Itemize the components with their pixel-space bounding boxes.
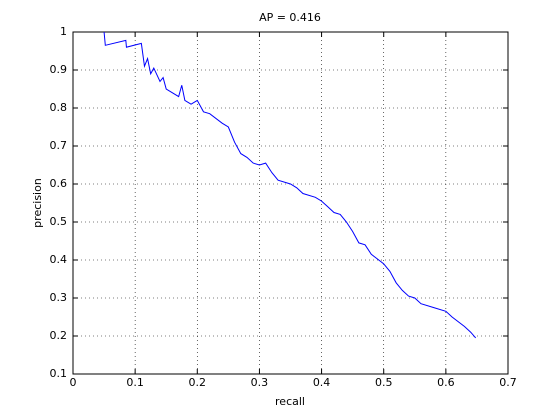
y-tick-label: 0.1 <box>50 367 68 380</box>
x-tick-label: 0.7 <box>499 376 517 389</box>
y-tick-label: 0.6 <box>50 177 68 190</box>
y-tick-label: 0.4 <box>50 253 68 266</box>
pr-curve <box>103 31 477 339</box>
x-tick-label: 0.6 <box>437 376 455 389</box>
x-tick-label: 0.2 <box>189 376 207 389</box>
chart-title: AP = 0.416 <box>259 11 321 24</box>
x-tick-label: 0.3 <box>251 376 269 389</box>
y-axis-label: precision <box>31 178 44 228</box>
y-tick-label: 0.5 <box>50 215 68 228</box>
y-tick-label: 0.8 <box>50 101 68 114</box>
x-tick-label: 0.5 <box>375 376 393 389</box>
y-tick-label: 0.2 <box>50 329 68 342</box>
x-tick-label: 0.1 <box>126 376 144 389</box>
plot-frame <box>72 31 509 375</box>
y-tick-label: 0.3 <box>50 291 68 304</box>
y-tick-label: 1 <box>60 25 67 38</box>
x-axis-label: recall <box>275 395 305 408</box>
y-tick-label: 0.7 <box>50 139 68 152</box>
x-tick-label: 0 <box>70 376 77 389</box>
y-tick-label: 0.9 <box>50 63 68 76</box>
x-tick-label: 0.4 <box>313 376 331 389</box>
